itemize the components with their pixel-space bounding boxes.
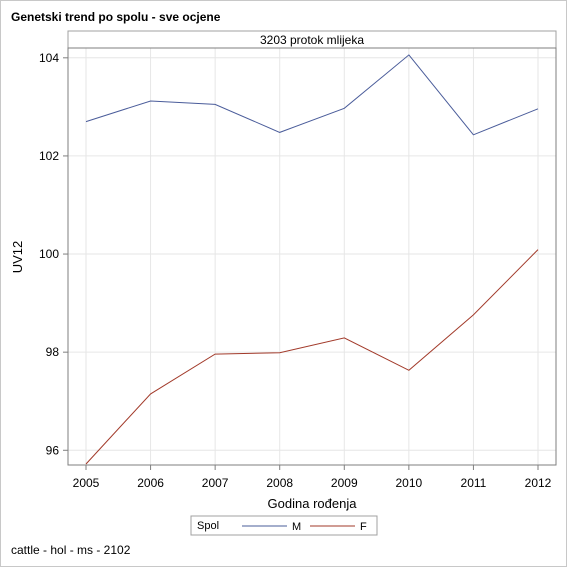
axis-ticks: 2005 2006 2007 2008 2009 2010 2011 2012 96 98 100 1… bbox=[39, 51, 552, 490]
y-axis-label: UV12 bbox=[10, 241, 25, 274]
x-axis-label: Godina rođenja bbox=[268, 496, 358, 511]
y-tick-label: 102 bbox=[39, 149, 59, 163]
x-tick-label: 2009 bbox=[331, 476, 358, 490]
series-lines bbox=[85, 54, 539, 465]
y-tick-label: 98 bbox=[46, 345, 60, 359]
legend-label-f: F bbox=[360, 521, 367, 533]
series-line-f bbox=[85, 249, 539, 465]
y-tick-label: 96 bbox=[46, 443, 60, 457]
chart-title: Genetski trend po spolu - sve ocjene bbox=[11, 10, 221, 24]
x-tick-label: 2008 bbox=[266, 476, 293, 490]
y-tick-label: 100 bbox=[39, 247, 59, 261]
footnote: cattle - hol - ms - 2102 bbox=[11, 543, 131, 557]
panel-label: 3203 protok mlijeka bbox=[260, 33, 364, 47]
x-tick-label: 2010 bbox=[396, 476, 423, 490]
x-tick-label: 2007 bbox=[202, 476, 229, 490]
series-line-m bbox=[85, 54, 539, 136]
y-tick-label: 104 bbox=[39, 51, 59, 65]
legend-label-m: M bbox=[292, 521, 301, 533]
x-tick-label: 2012 bbox=[525, 476, 552, 490]
plot-area bbox=[67, 47, 557, 466]
grid-lines bbox=[68, 48, 556, 465]
x-tick-label: 2006 bbox=[137, 476, 164, 490]
x-tick-label: 2011 bbox=[461, 476, 487, 490]
legend-title: Spol bbox=[197, 520, 219, 532]
x-tick-label: 2005 bbox=[73, 476, 100, 490]
